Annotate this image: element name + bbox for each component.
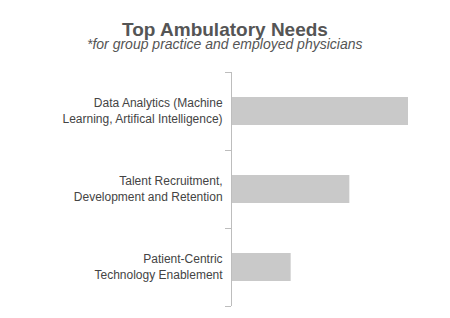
svg-text:Top Ambulatory Needs: Top Ambulatory Needs bbox=[122, 19, 328, 40]
svg-text:Talent Recruitment,Development: Talent Recruitment,Development and Reten… bbox=[74, 174, 223, 204]
svg-text:*for group practice and employ: *for group practice and employed physici… bbox=[87, 36, 363, 52]
svg-text:Data Analytics (MachineLearnin: Data Analytics (MachineLearning, Artific… bbox=[63, 96, 223, 126]
svg-text:Patient-CentricTechnology Enab: Patient-CentricTechnology Enablement bbox=[95, 252, 224, 282]
